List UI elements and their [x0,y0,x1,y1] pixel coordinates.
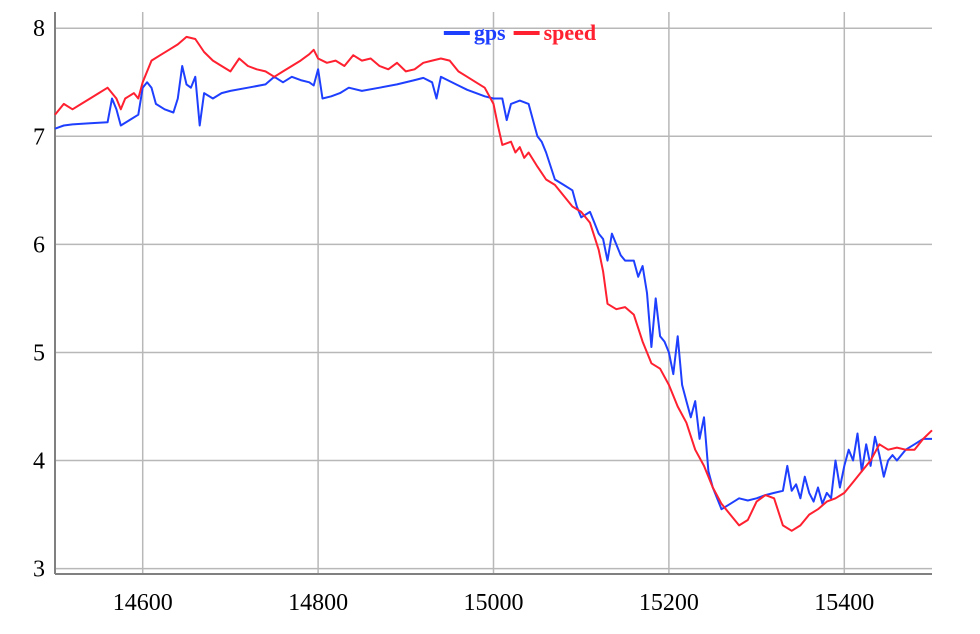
axes [54,12,932,575]
series-line-gps [54,65,932,511]
legend-label-speed: speed [544,20,597,45]
grid [55,12,932,574]
x-tick-label: 15000 [464,590,524,616]
series-lines [54,35,933,532]
x-tick-label: 15200 [639,590,699,616]
legend-label-gps: gps [474,20,506,45]
x-tick-labels: 14600 14800 15000 15200 15400 [113,590,875,616]
x-tick-label: 15400 [814,590,874,616]
y-tick-label: 6 [33,232,45,258]
y-tick-label: 8 [33,16,45,42]
legend: gps speed [443,20,597,45]
y-tick-label: 7 [33,124,45,150]
x-tick-label: 14800 [288,590,348,616]
y-tick-label: 4 [33,449,45,475]
y-tick-labels: 3 4 5 6 7 8 [33,16,45,582]
series-line-speed [54,35,933,532]
x-tick-label: 14600 [113,590,173,616]
y-tick-label: 3 [33,557,45,583]
y-tick-label: 5 [33,340,45,366]
